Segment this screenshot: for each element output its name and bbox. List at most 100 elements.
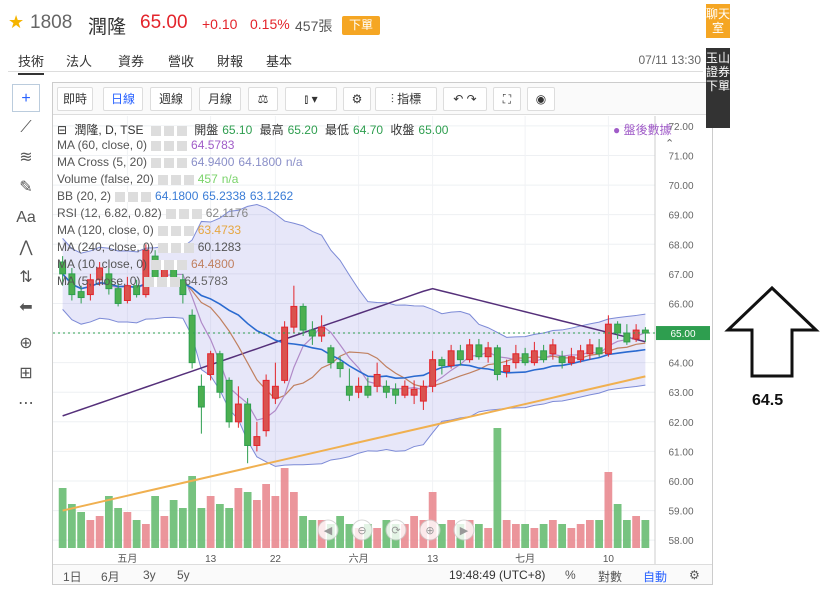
percent-toggle[interactable]: % <box>565 568 576 582</box>
log-toggle[interactable]: 對數 <box>598 570 623 584</box>
settings-icon[interactable]: ⚙ <box>343 87 371 111</box>
trend-line-icon[interactable]: ⟋ <box>20 119 32 136</box>
tab-institutional[interactable]: 法人 <box>66 54 93 69</box>
pattern-icon[interactable]: ⋀ <box>19 239 33 256</box>
range-6m[interactable]: 6月 <box>101 570 120 584</box>
legend-row-controls-icon[interactable] <box>157 174 194 185</box>
indicators-button[interactable]: ⫶ 指標 <box>375 87 437 111</box>
brush-icon[interactable]: ✎ <box>19 179 33 196</box>
text-icon[interactable]: Aa <box>16 209 36 226</box>
y-tick-label: 67.00 <box>668 270 693 281</box>
fib-icon[interactable]: ≋ <box>19 149 33 166</box>
candle-body <box>392 388 400 396</box>
candle-body <box>614 323 622 334</box>
range-5y[interactable]: 5y <box>177 568 190 582</box>
tab-basic[interactable]: 基本 <box>266 54 293 69</box>
volume-bar <box>280 468 289 548</box>
volume-bar <box>613 504 622 548</box>
volume-bar <box>373 528 382 548</box>
y-tick-label: 61.00 <box>668 447 693 458</box>
legend-row-controls-icon[interactable] <box>144 276 181 287</box>
tab-financials[interactable]: 財報 <box>217 54 244 69</box>
x-tick-label: 13 <box>427 554 439 565</box>
close-value: 65.00 <box>418 123 449 137</box>
candle-body <box>475 344 483 358</box>
legend-row-controls-icon[interactable] <box>157 242 194 253</box>
candle-body <box>577 350 585 361</box>
legend-row-controls-icon[interactable] <box>151 140 188 151</box>
legend-row-controls-icon[interactable] <box>115 191 152 202</box>
tab-technical[interactable]: 技術 <box>18 51 45 75</box>
compare-icon[interactable]: ⚖ <box>248 87 278 111</box>
weekly-button[interactable]: 週線 <box>150 87 192 111</box>
volume-bar <box>410 516 419 548</box>
candle-body <box>493 347 501 375</box>
legend-row: MA (10, close, 0) 64.4800 <box>57 257 238 271</box>
indicators-icon: ⫶ <box>390 92 398 106</box>
candle-body <box>438 359 446 367</box>
range-1d[interactable]: 1日 <box>63 570 82 584</box>
esun-order-badge[interactable]: 玉山證券下單 <box>706 48 730 128</box>
legend-collapse-icon[interactable]: ⌃ <box>665 138 675 150</box>
candle-body <box>429 359 437 387</box>
candle-body <box>234 403 242 423</box>
tab-margin[interactable]: 資券 <box>118 54 145 69</box>
candle-body <box>207 353 215 375</box>
candle-body <box>549 344 557 355</box>
candle-body <box>632 329 640 340</box>
candle-body <box>290 305 298 328</box>
candle-type-icon[interactable]: ⫾ ▾ <box>285 87 337 111</box>
intraday-button[interactable]: 即時 <box>57 87 93 111</box>
candle-body <box>114 288 122 304</box>
range-3y[interactable]: 3y <box>143 568 156 582</box>
volume-bar <box>252 500 261 548</box>
volume-bar <box>67 504 76 548</box>
legend-row-label: MA Cross (5, 20) <box>57 155 148 169</box>
chat-room-badge[interactable]: 聊天室 <box>706 4 730 38</box>
nav-control <box>317 519 339 541</box>
undo-redo-icon[interactable]: ↶ ↷ <box>443 87 487 111</box>
legend-controls-icon[interactable] <box>150 125 187 136</box>
camera-icon[interactable]: ◉ <box>527 87 555 111</box>
monthly-button[interactable]: 月線 <box>199 87 241 111</box>
volume-bar <box>595 520 604 548</box>
after-hours-label[interactable]: ● 盤後數據 <box>613 123 672 137</box>
volume-bar <box>104 496 113 548</box>
order-button[interactable]: 下單 <box>342 16 380 35</box>
auto-toggle[interactable]: 自動 <box>643 570 668 584</box>
y-tick-label: 64.00 <box>668 359 693 370</box>
price-chart[interactable]: 72.00 71.00 70.00 69.00 68.00 67.00 66.00 65.00… <box>53 116 712 566</box>
volume-bar <box>289 492 298 548</box>
collapse-icon[interactable]: ⊟ <box>57 123 68 137</box>
fullscreen-icon[interactable]: ⛶ <box>493 87 521 111</box>
legend-row-controls-icon[interactable] <box>151 157 188 168</box>
settings-gear-icon[interactable]: ⚙ <box>689 568 700 582</box>
open-label: 開盤 <box>194 123 219 137</box>
legend-row: MA (5, close, 0) 64.5783 <box>57 274 232 288</box>
candle-body <box>86 279 94 296</box>
legend-title: 潤隆, D, TSE <box>74 123 144 137</box>
candle-body <box>188 314 196 364</box>
legend-row-value: 62.1176 <box>205 206 249 220</box>
x-tick-label: 六月 <box>349 553 369 565</box>
tab-revenue[interactable]: 營收 <box>168 54 195 69</box>
legend-row-controls-icon[interactable] <box>157 225 194 236</box>
star-icon[interactable]: ★ <box>8 12 25 32</box>
nav-control <box>385 519 407 541</box>
more-icon[interactable]: ⋯ <box>18 395 34 412</box>
zoom-icon[interactable]: ⊕ <box>19 335 33 352</box>
legend-row-controls-icon[interactable] <box>165 208 202 219</box>
drawing-toolbar: + ⟋ ≋ ✎ Aa ⋀ ⇅ ⬅ ⊕ ⊞ ⋯ <box>8 82 44 422</box>
candle-body <box>336 362 344 370</box>
crosshair-icon[interactable]: + <box>12 84 40 112</box>
candle-body <box>364 385 372 396</box>
legend-row-value: 64.9400 <box>191 155 235 169</box>
daily-button[interactable]: 日線 <box>103 87 143 111</box>
ruler-icon[interactable]: ⊞ <box>19 365 33 382</box>
back-arrow-icon[interactable]: ⬅ <box>19 299 33 316</box>
up-arrow-icon <box>724 285 820 378</box>
measure-icon[interactable]: ⇅ <box>19 269 33 286</box>
legend-row: MA (60, close, 0) 64.5783 <box>57 138 238 152</box>
legend-row-controls-icon[interactable] <box>151 259 188 270</box>
y-tick-label: 71.00 <box>668 152 693 163</box>
